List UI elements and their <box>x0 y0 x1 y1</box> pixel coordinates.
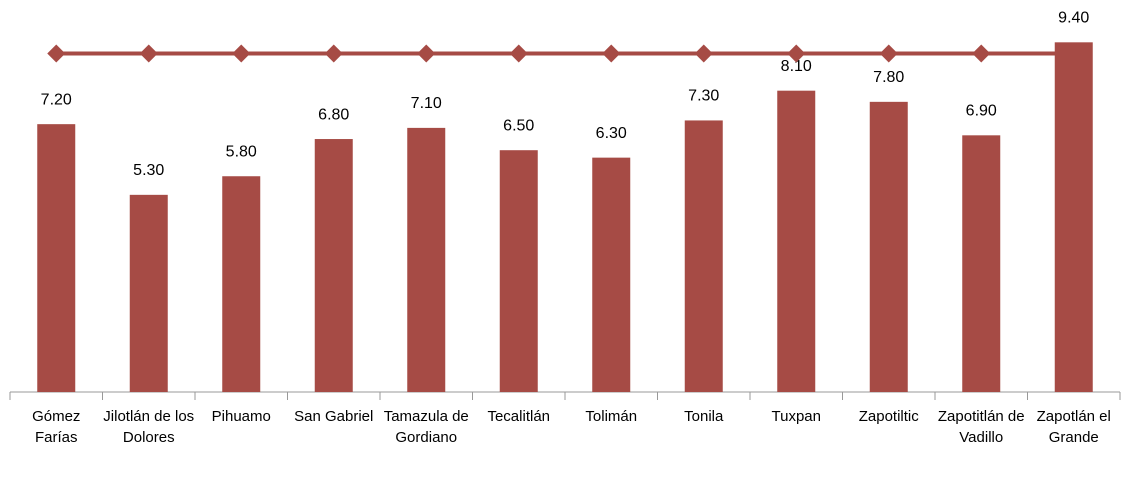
data-label: 6.80 <box>318 106 349 123</box>
bar <box>962 135 1001 392</box>
data-label: 5.30 <box>133 162 164 179</box>
marker <box>232 44 251 63</box>
marker <box>787 44 806 63</box>
bar <box>314 139 353 392</box>
bar <box>869 101 908 392</box>
data-label: 6.30 <box>596 125 627 142</box>
bar <box>777 90 816 393</box>
marker <box>417 44 436 63</box>
marker <box>47 44 66 63</box>
bar <box>684 120 723 392</box>
x-tick-label: Pihuamo <box>211 408 271 425</box>
data-label: 8.10 <box>781 58 812 75</box>
bar <box>222 176 261 392</box>
data-label: 7.10 <box>411 95 442 112</box>
bar <box>37 124 76 392</box>
bar <box>592 157 631 392</box>
marker <box>509 44 528 63</box>
data-label: 6.50 <box>503 117 534 134</box>
x-tick-label: Zapotlán el Grande <box>1036 408 1111 446</box>
marker <box>694 44 713 63</box>
x-tick-label: Tonila <box>684 408 724 425</box>
marker <box>1064 44 1083 63</box>
marker <box>139 44 158 63</box>
bar <box>407 127 446 392</box>
x-tick-label: Gómez Farías <box>32 408 81 446</box>
data-label: 7.30 <box>688 88 719 105</box>
bar <box>499 150 538 392</box>
data-label: 7.20 <box>41 91 72 108</box>
x-tick-label: Jilotlán de los Dolores <box>103 408 195 446</box>
x-tick-label: Tamazula de Gordiano <box>383 408 469 446</box>
x-tick-label: San Gabriel <box>294 408 374 425</box>
data-label: 9.40 <box>1058 10 1089 27</box>
x-tick-label: Tuxpan <box>771 408 821 425</box>
bar <box>129 194 168 392</box>
marker <box>879 44 898 63</box>
x-tick-label: Tecalitlán <box>487 408 551 425</box>
marker <box>602 44 621 63</box>
marker <box>972 44 991 63</box>
data-label: 5.80 <box>226 143 257 160</box>
x-tick-label: Zapotiltic <box>858 408 919 425</box>
x-tick-label: Zapotitlán de Vadillo <box>937 408 1025 446</box>
data-label: 6.90 <box>966 103 997 120</box>
marker <box>324 44 343 63</box>
bar <box>1054 42 1093 392</box>
data-label: 7.80 <box>873 69 904 86</box>
x-tick-label: Tolimán <box>585 408 638 425</box>
